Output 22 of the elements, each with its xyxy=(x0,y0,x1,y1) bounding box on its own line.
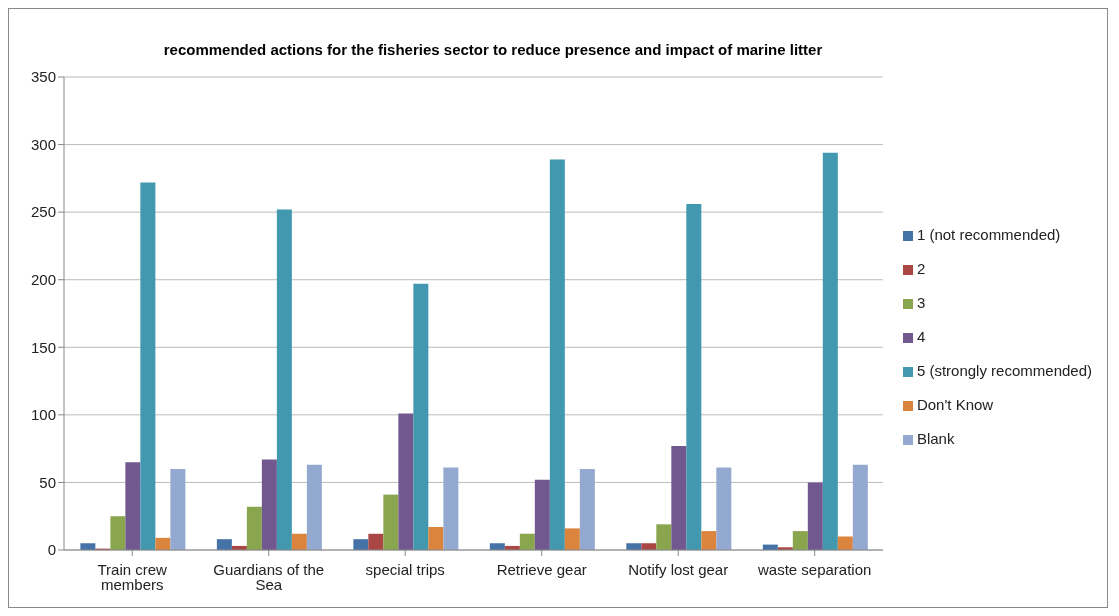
legend-label: Don't Know xyxy=(916,396,994,413)
legend-label: Blank xyxy=(916,430,955,447)
x-tick-label: special trips xyxy=(365,560,445,578)
y-tick-label: 100 xyxy=(30,406,56,424)
legend-label: 4 xyxy=(916,328,926,345)
y-tick-label: 150 xyxy=(30,338,56,356)
y-tick-label: 300 xyxy=(30,135,56,153)
x-tick-label: Retrieve gear xyxy=(496,560,587,578)
y-tick-label: 50 xyxy=(39,473,56,491)
legend-label: 2 xyxy=(916,260,926,277)
y-tick-label: 0 xyxy=(47,541,56,559)
legend-label: 3 xyxy=(916,294,926,311)
chart-title: recommended actions for the fisheries sector to reduce presence and impact of marine litter xyxy=(162,40,824,60)
x-tick-label: Train crew members xyxy=(97,560,168,593)
legend-label: 1 (not recommended) xyxy=(916,226,1061,243)
y-tick-label: 200 xyxy=(30,271,56,289)
x-tick-label: waste separation xyxy=(756,560,872,578)
y-tick-label: 350 xyxy=(30,68,56,86)
y-tick-label: 250 xyxy=(30,203,56,221)
x-tick-label: Notify lost gear xyxy=(628,560,729,578)
legend-label: 5 (strongly recommended) xyxy=(916,362,1092,379)
x-tick-label: Guardians of the Sea xyxy=(213,560,325,593)
